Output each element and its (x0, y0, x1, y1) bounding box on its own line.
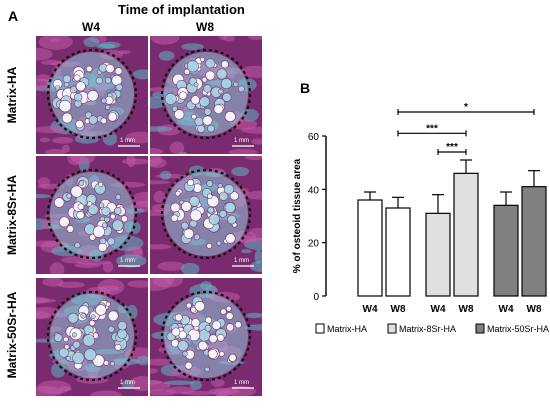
bar-matrix-50sr-ha-w4 (493, 204, 519, 297)
bar-matrix-8sr-ha-w4 (425, 212, 451, 297)
column-header-w8: W8 (196, 20, 214, 34)
y-tick-label: 40 (308, 185, 320, 196)
y-axis-label: % of osteoid tissue area (292, 158, 303, 273)
legend-label: Matrix-8Sr-HA (399, 324, 456, 334)
scale-bar-label: 1 mm (234, 138, 249, 144)
legend-label: Matrix-50Sr-HA (487, 324, 549, 334)
histology-image-matrix-8sr-ha-w4 (36, 156, 148, 274)
x-tick-label: W4 (363, 304, 378, 315)
x-tick-label: W8 (527, 304, 542, 315)
scale-bar-label: 1 mm (234, 258, 249, 264)
histology-image-matrix-ha-w4 (36, 36, 148, 154)
x-tick-label: W4 (499, 304, 514, 315)
panel-b-letter: B (300, 80, 311, 96)
legend-swatch (475, 323, 485, 334)
scale-bar-label: 1 mm (120, 258, 135, 264)
histology-image-matrix-ha-w8 (150, 36, 262, 154)
y-tick-label: 60 (308, 132, 320, 143)
x-tick-label: W4 (431, 304, 446, 315)
scale-bar-label: 1 mm (120, 138, 135, 144)
bar-matrix-ha-w8 (385, 207, 411, 297)
legend-label: Matrix-HA (327, 324, 367, 334)
y-tick-label: 0 (313, 292, 319, 303)
scale-bar-label: 1 mm (120, 380, 135, 386)
x-tick-label: W8 (459, 304, 474, 315)
histology-image-matrix-50sr-ha-w4 (36, 278, 148, 396)
panel-a-letter: A (8, 8, 19, 24)
x-tick-label: W8 (391, 304, 406, 315)
legend-swatch (387, 323, 397, 334)
y-tick-label: 20 (308, 239, 320, 250)
row-label-matrix-8sr-ha: Matrix-8Sr-HA (5, 175, 19, 256)
bar-matrix-50sr-ha-w8 (521, 186, 547, 297)
scale-bar-label: 1 mm (234, 380, 249, 386)
row-label-matrix-ha: Matrix-HA (5, 66, 19, 124)
significance-label: *** (446, 142, 458, 153)
legend-swatch (315, 323, 325, 334)
histology-image-matrix-8sr-ha-w8 (150, 156, 262, 274)
osteoid-area-bar-chart: 0 20 40 60 % of osteoid tissue area W4 W8 W4 W8 W… (292, 102, 549, 334)
column-header-w4: W4 (82, 20, 100, 34)
panel-a-title: Time of implantation (118, 2, 245, 17)
row-label-matrix-50sr-ha: Matrix-50Sr-HA (5, 291, 19, 379)
significance-label: *** (426, 123, 438, 134)
bar-matrix-ha-w4 (357, 199, 383, 297)
histology-image-matrix-50sr-ha-w8 (150, 278, 262, 396)
bar-matrix-8sr-ha-w8 (453, 172, 479, 297)
significance-label: * (464, 102, 468, 113)
